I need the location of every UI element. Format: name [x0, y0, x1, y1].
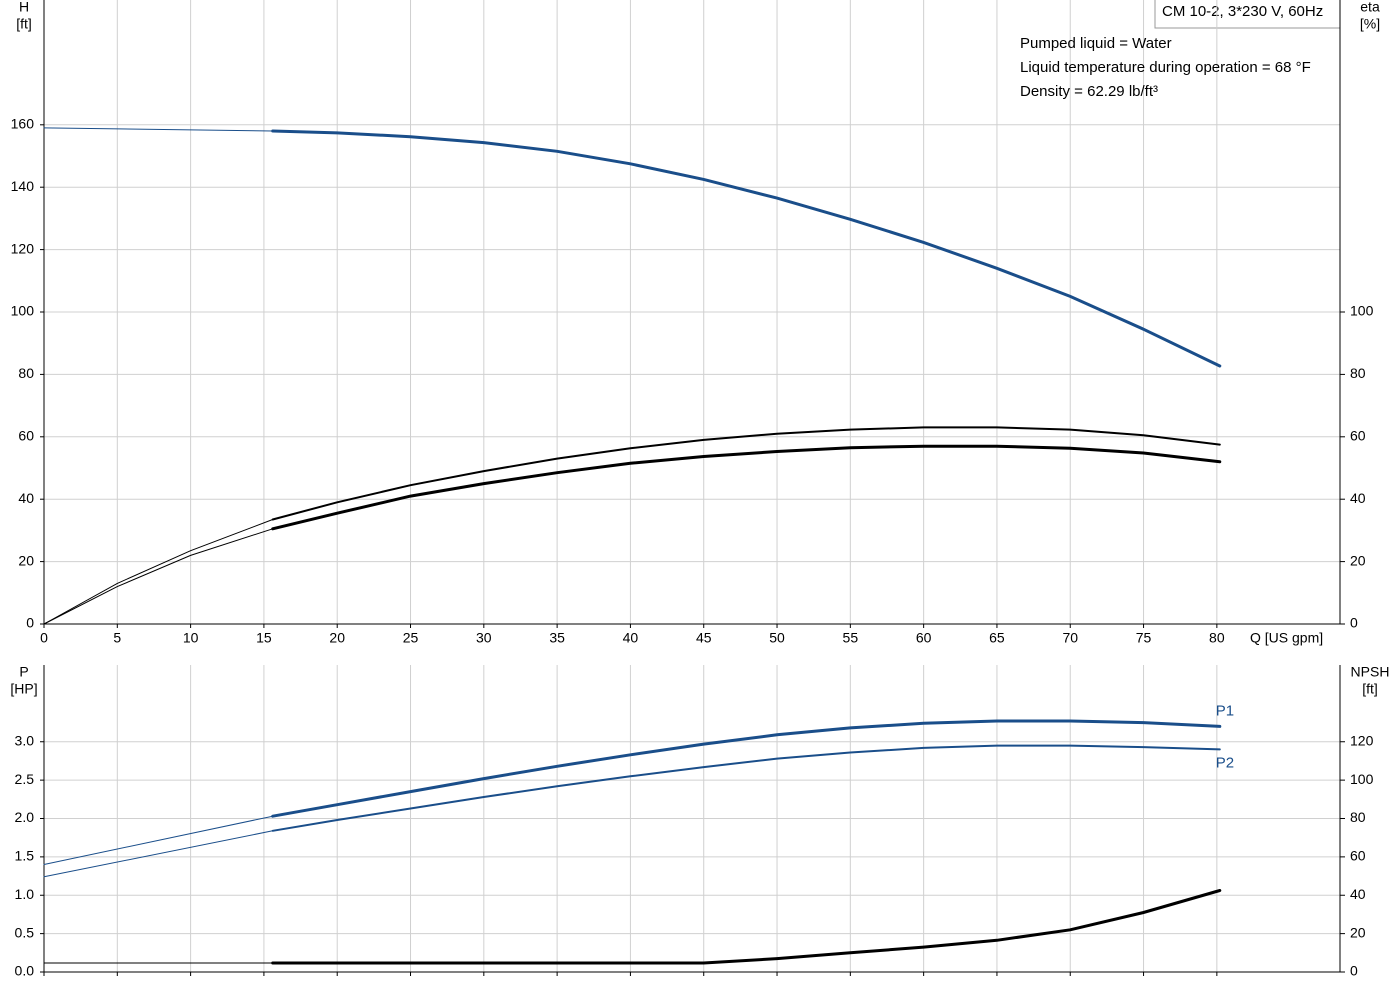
y2-tick-label: 80 [1350, 809, 1366, 825]
y-tick-label: 140 [11, 178, 35, 194]
y2-tick-label: 40 [1350, 490, 1366, 506]
y-tick-label: 2.0 [15, 809, 35, 825]
curve [43, 519, 274, 625]
y2-axis-label: eta [1360, 0, 1380, 15]
y2-tick-label: 100 [1350, 303, 1374, 319]
y2-tick-label: 40 [1350, 886, 1366, 902]
x-tick-label: 45 [696, 630, 712, 646]
curve [43, 815, 274, 865]
curve [43, 528, 274, 625]
y-axis-unit: [HP] [10, 681, 37, 697]
x-tick-label: 70 [1062, 630, 1078, 646]
curve [271, 889, 1222, 965]
x-tick-label: 30 [476, 630, 492, 646]
curve [43, 127, 274, 132]
curve [271, 426, 1221, 521]
model-box [1154, 0, 1341, 29]
x-tick-label: 15 [256, 630, 272, 646]
curve [271, 444, 1222, 531]
y2-axis-label: NPSH [1351, 664, 1390, 680]
y-tick-label: 3.0 [15, 732, 35, 748]
y-tick-label: 0 [26, 615, 34, 631]
y2-axis-unit: [ft] [1362, 681, 1378, 697]
x-tick-label: 5 [113, 630, 121, 646]
y-tick-label: 1.0 [15, 886, 35, 902]
y2-tick-label: 60 [1350, 428, 1366, 444]
y2-tick-label: 0 [1350, 615, 1358, 631]
x-tick-label: 40 [623, 630, 639, 646]
x-tick-label: 20 [329, 630, 345, 646]
x-tick-label: 65 [989, 630, 1005, 646]
y-tick-label: 0.0 [15, 963, 35, 979]
x-tick-label: 50 [769, 630, 785, 646]
y2-tick-label: 0 [1350, 963, 1358, 979]
y-tick-label: 40 [18, 490, 34, 506]
y2-tick-label: 80 [1350, 365, 1366, 381]
y-axis-label: H [19, 0, 29, 15]
y2-axis-unit: [%] [1360, 16, 1380, 32]
curve [271, 129, 1222, 368]
model-label: CM 10-2, 3*230 V, 60Hz [1162, 3, 1323, 20]
annotation: Liquid temperature during operation = 68… [1020, 59, 1311, 76]
y-tick-label: 1.5 [15, 848, 35, 864]
y2-tick-label: 120 [1350, 732, 1374, 748]
y-tick-label: 2.5 [15, 771, 35, 787]
y-tick-label: 120 [11, 240, 35, 256]
y-tick-label: 0.5 [15, 924, 35, 940]
x-tick-label: 75 [1136, 630, 1152, 646]
x-tick-label: 0 [40, 630, 48, 646]
y-tick-label: 80 [18, 365, 34, 381]
y-axis-label: P [19, 664, 28, 680]
x-tick-label: 10 [183, 630, 199, 646]
x-tick-label: 25 [403, 630, 419, 646]
x-tick-label: 55 [843, 630, 859, 646]
y-tick-label: 60 [18, 428, 34, 444]
curve-label: P2 [1216, 754, 1234, 771]
x-axis-label: Q [US gpm] [1250, 630, 1323, 646]
x-tick-label: 60 [916, 630, 932, 646]
x-tick-label: 80 [1209, 630, 1225, 646]
y-tick-label: 160 [11, 116, 35, 132]
y-tick-label: 100 [11, 303, 35, 319]
y-tick-label: 20 [18, 552, 34, 568]
y-axis-unit: [ft] [16, 16, 32, 32]
y2-tick-label: 100 [1350, 771, 1374, 787]
y2-tick-label: 20 [1350, 552, 1366, 568]
y2-tick-label: 60 [1350, 848, 1366, 864]
curve [271, 719, 1222, 818]
x-tick-label: 35 [549, 630, 565, 646]
curve [43, 830, 274, 878]
annotation: Pumped liquid = Water [1020, 35, 1172, 52]
y2-tick-label: 20 [1350, 924, 1366, 940]
curve-label: P1 [1216, 702, 1234, 719]
annotation: Density = 62.29 lb/ft³ [1020, 83, 1158, 100]
curve [271, 744, 1221, 832]
